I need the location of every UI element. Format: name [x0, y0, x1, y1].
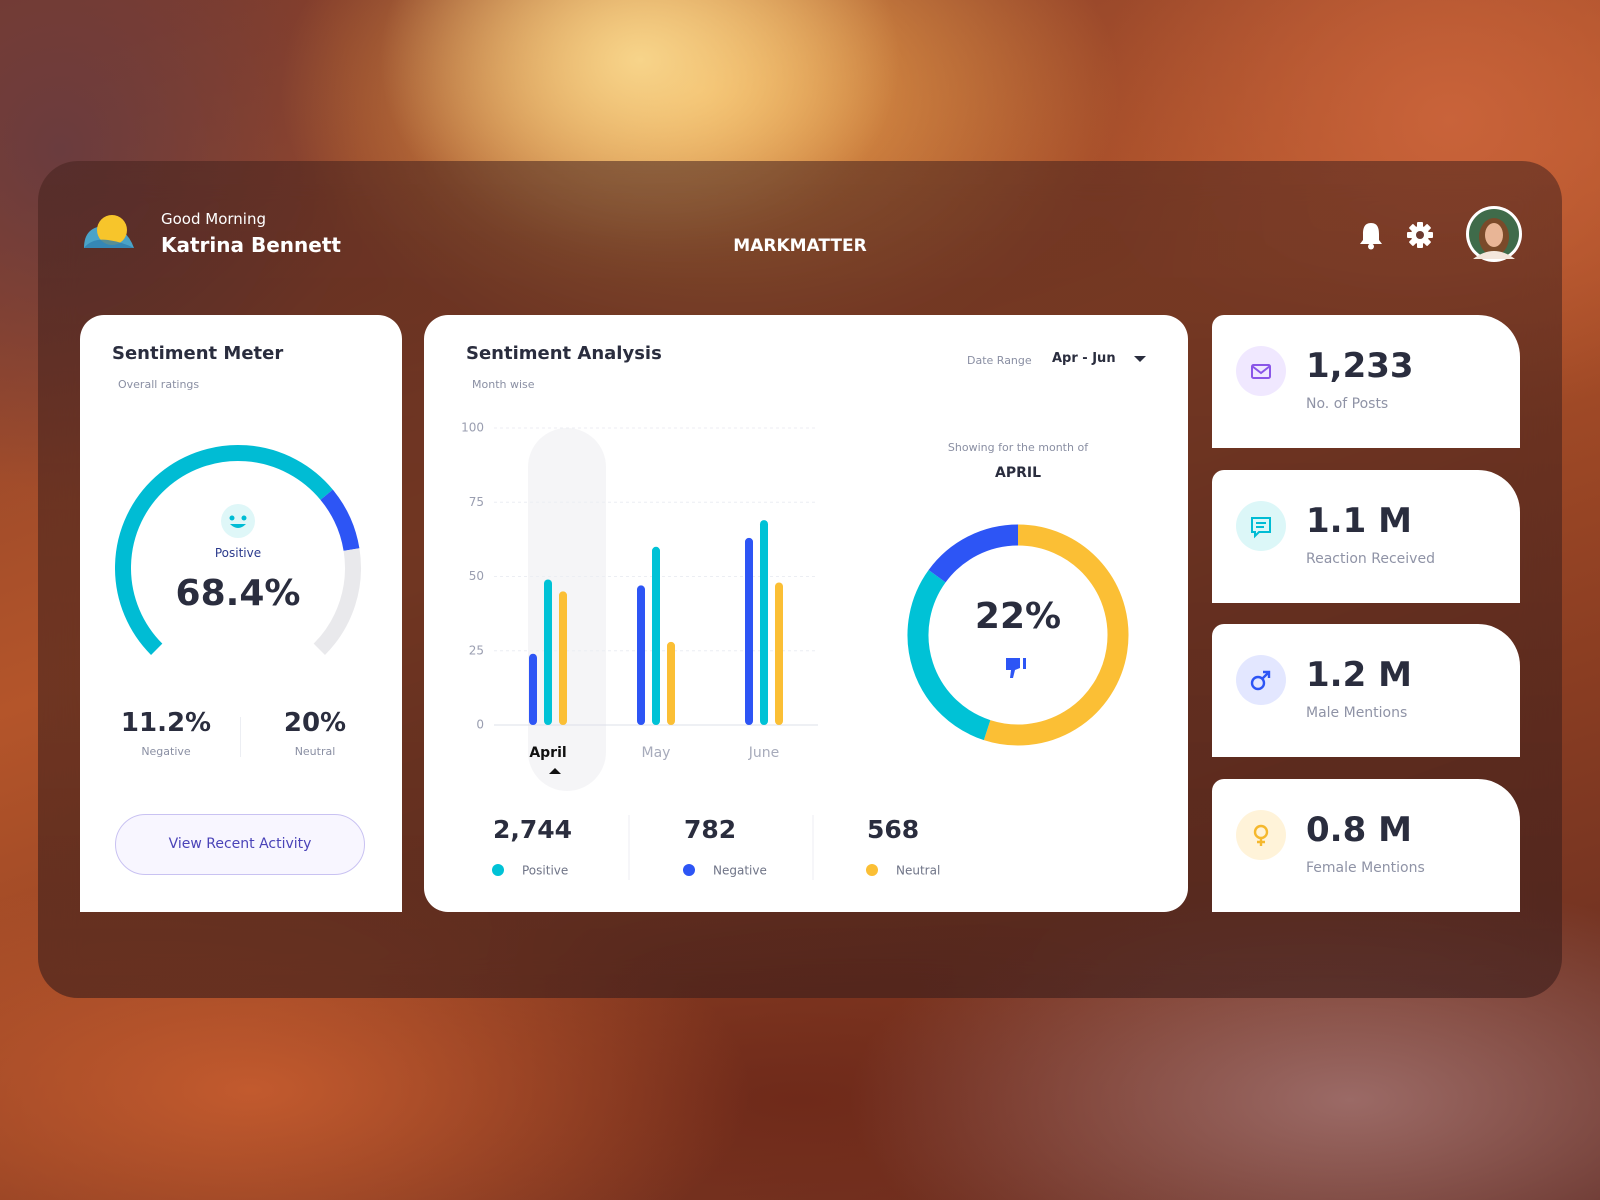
stat-icon [1236, 500, 1286, 551]
legend-label: Positive [522, 864, 568, 878]
dropdown-caret[interactable] [1134, 355, 1146, 363]
y-tick-label: 25 [469, 643, 484, 657]
bar [652, 546, 660, 725]
divider [240, 717, 241, 757]
stat-card: 1.2 M Male Mentions [1212, 624, 1520, 757]
bar-chart: 0 25 50 75 100 April May June 2,744 Positive 782 Ne… [461, 421, 940, 880]
stat-card: 1,233 No. of Posts [1212, 315, 1520, 448]
legend-label: Negative [713, 864, 767, 878]
series-total: 568 [867, 815, 919, 844]
series-total: 2,744 [493, 815, 572, 844]
y-tick-label: 50 [469, 569, 484, 583]
brand: MARKMATTER [733, 236, 867, 256]
settings-button[interactable] [1405, 220, 1435, 250]
bar [544, 579, 552, 725]
gauge-value: 68.4% [175, 573, 301, 614]
stat-label: Female Mentions [1306, 859, 1425, 876]
gauge-segment [115, 445, 333, 655]
selected-caret [549, 768, 561, 774]
y-tick-label: 75 [469, 495, 484, 509]
bar [760, 520, 768, 725]
stat-icon [1236, 809, 1286, 860]
stat-value: 1.2 M [1306, 655, 1412, 695]
stat-card: 1.1 M Reaction Received [1212, 469, 1520, 603]
sentiment-meter-card: Sentiment Meter Overall ratings Positive… [80, 315, 402, 912]
y-tick-label: 100 [461, 421, 484, 435]
greeting: Good Morning [161, 210, 266, 228]
stat-value: 1.1 M [1306, 500, 1412, 541]
stat-label: Male Mentions [1306, 705, 1408, 721]
y-tick-label: 0 [476, 718, 484, 732]
bar [637, 585, 645, 725]
donut-segment [907, 570, 991, 741]
neutral-label: Neutral [294, 745, 336, 758]
legend-dot [492, 864, 504, 876]
bar [667, 641, 675, 725]
stat-value: 0.8 M [1306, 809, 1412, 850]
donut-center-label: 22% [975, 596, 1061, 637]
gauge-segment [320, 489, 360, 552]
donut-segment [983, 524, 1129, 746]
donut-segment [928, 524, 1019, 583]
view-activity-button[interactable]: View Recent Activity [115, 814, 365, 875]
donut-month: APRIL [995, 465, 1041, 481]
sentiment-analysis-card: 0 25 50 75 100 April May June 2,744 Positive 782 Ne… [424, 315, 1188, 912]
thumbs-down-icon [1006, 658, 1026, 678]
card-title: Sentiment Meter [112, 343, 284, 364]
bar [529, 653, 537, 725]
stat-card: 0.8 M Female Mentions [1212, 778, 1520, 912]
bar [559, 591, 567, 725]
gauge-segment [313, 548, 361, 655]
legend-dot [683, 864, 695, 876]
series-total: 782 [684, 815, 736, 844]
stat-label: Reaction Received [1306, 550, 1435, 567]
legend-dot [866, 864, 878, 876]
x-tick-label: May [642, 745, 671, 761]
negative-label: Negative [141, 745, 191, 758]
notifications-button[interactable] [1357, 220, 1385, 250]
date-range-select[interactable]: Apr - Jun [1052, 351, 1116, 366]
legend-label: Neutral [896, 864, 940, 878]
gauge-label: Positive [214, 546, 262, 560]
x-tick-label: April [529, 745, 566, 761]
date-range-label: Date Range [967, 354, 1032, 367]
donut-caption: Showing for the month of [948, 441, 1089, 454]
bar [775, 582, 783, 725]
negative-value: 11.2% [120, 708, 212, 738]
gauge-chart [115, 445, 361, 655]
card-subtitle: Month wise [472, 378, 535, 391]
stat-label: No. of Posts [1306, 396, 1389, 412]
card-subtitle: Overall ratings [118, 378, 200, 391]
neutral-value: 20% [283, 708, 347, 738]
logo [84, 215, 134, 248]
x-tick-label: June [748, 745, 780, 761]
user-name: Katrina Bennett [161, 233, 341, 257]
stat-icon [1236, 655, 1286, 705]
bar [745, 537, 753, 725]
stat-icon [1236, 346, 1286, 396]
avatar[interactable] [1465, 205, 1523, 263]
card-title: Sentiment Analysis [466, 343, 662, 364]
donut-chart: Showing for the month of APRIL 22% [907, 441, 1129, 746]
stat-value: 1,233 [1306, 346, 1414, 386]
